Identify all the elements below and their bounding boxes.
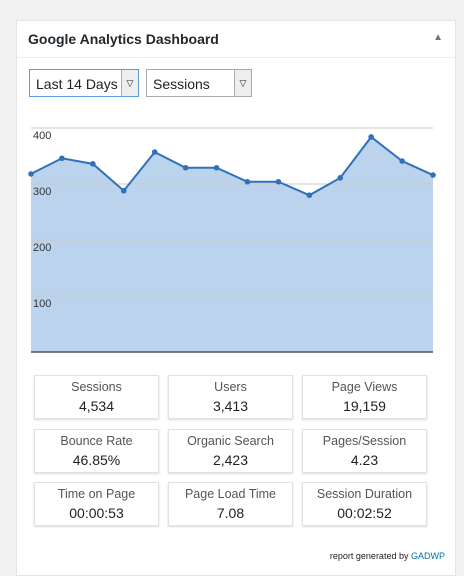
stat-card: Page Load Time 7.08 bbox=[168, 482, 293, 526]
point bbox=[306, 192, 313, 198]
stat-value: 00:00:53 bbox=[69, 505, 124, 521]
point bbox=[275, 178, 282, 185]
point bbox=[28, 171, 34, 177]
stat-card: Sessions 4,534 bbox=[34, 375, 159, 419]
stat-value: 00:02:52 bbox=[337, 505, 392, 521]
point bbox=[151, 149, 158, 155]
point bbox=[59, 155, 65, 162]
metric-value: Sessions bbox=[153, 76, 210, 92]
footer-link[interactable]: GADWP bbox=[410, 551, 445, 561]
point bbox=[213, 164, 220, 171]
stat-card: Users 3,413 bbox=[168, 375, 293, 419]
widget-header: Google Analytics Dashboard ▲ bbox=[17, 21, 455, 58]
stat-value: 7.08 bbox=[216, 505, 245, 521]
dropdown-arrow: ▽ bbox=[121, 70, 138, 96]
stat-card: Page Views 19,159 bbox=[302, 375, 427, 419]
point bbox=[337, 175, 344, 181]
dropdown-arrow: ▽ bbox=[234, 70, 251, 96]
stat-label: Page Load Time bbox=[184, 487, 277, 501]
period-value: Last 14 Days bbox=[36, 76, 118, 92]
point bbox=[182, 164, 189, 171]
stat-label: Sessions bbox=[71, 380, 122, 394]
stat-card: Bounce Rate 46.85% bbox=[34, 428, 159, 473]
line bbox=[30, 135, 434, 197]
stat-label: Time on Page bbox=[57, 487, 136, 501]
y-tick-label: 400 bbox=[33, 130, 51, 142]
stat-card: Session Duration 00:02:52 bbox=[302, 482, 427, 526]
stat-value: 2,423 bbox=[212, 451, 249, 468]
metric-select[interactable]: Sessions ▽ bbox=[146, 69, 252, 97]
footer-text: report generated by bbox=[329, 551, 409, 561]
point bbox=[244, 178, 251, 185]
point bbox=[120, 187, 127, 194]
stat-card: Time on Page 00:00:53 bbox=[34, 482, 159, 526]
y-tick-label: 100 bbox=[33, 298, 51, 310]
point bbox=[430, 172, 436, 178]
stat-value: 3,413 bbox=[212, 398, 249, 414]
stat-value: 46.85% bbox=[72, 451, 121, 468]
stat-label: Page Views bbox=[331, 380, 398, 394]
widget-title: Google Analytics Dashboard bbox=[28, 31, 219, 47]
footer: report generated by GADWP bbox=[330, 551, 445, 561]
point bbox=[368, 134, 374, 140]
area bbox=[31, 136, 433, 352]
point bbox=[399, 158, 405, 164]
stat-label: Bounce Rate bbox=[60, 433, 133, 448]
stat-value: 4.23 bbox=[350, 451, 379, 468]
point bbox=[90, 161, 96, 167]
stat-label: Users bbox=[214, 380, 247, 394]
stat-card: Organic Search 2,423 bbox=[168, 428, 293, 473]
period-select[interactable]: Last 14 Days ▽ bbox=[29, 69, 139, 97]
stat-label: Organic Search bbox=[187, 433, 274, 448]
stat-label: Session Duration bbox=[316, 487, 413, 501]
stat-value: 4,534 bbox=[78, 398, 115, 414]
collapse-toggle[interactable]: ▲ bbox=[433, 32, 443, 43]
stat-value: 19,159 bbox=[343, 398, 386, 414]
stat-label: Pages/Session bbox=[322, 433, 407, 448]
y-tick-label: 300 bbox=[33, 186, 51, 198]
stat-card: Pages/Session 4.23 bbox=[302, 428, 427, 473]
y-tick-label: 200 bbox=[33, 242, 51, 254]
